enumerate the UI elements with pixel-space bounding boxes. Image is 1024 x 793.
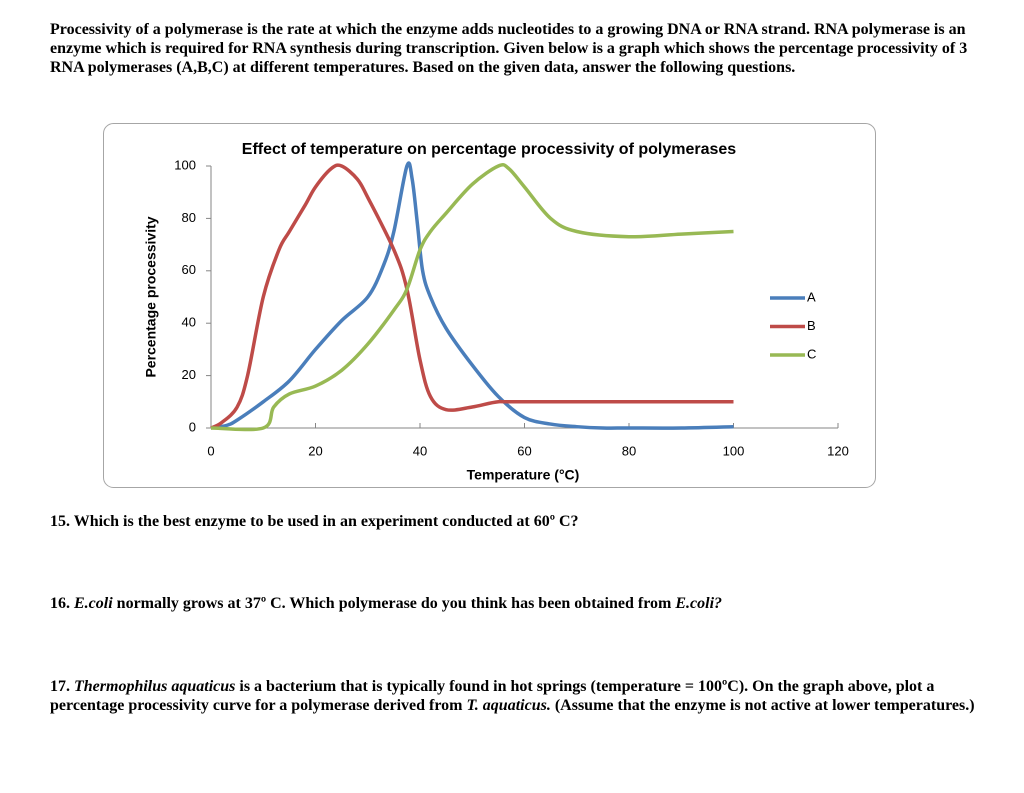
series-line <box>210 163 734 432</box>
y-axis-title: Percentage processivity <box>143 216 159 377</box>
x-tick-label: 0 <box>207 443 214 458</box>
x-axis-title: Temperature (°C) <box>467 467 580 483</box>
x-tick-label: 100 <box>723 443 745 458</box>
y-tick-label: 0 <box>189 419 196 434</box>
x-tick-label: 120 <box>827 443 849 458</box>
chart-frame <box>103 123 876 488</box>
text: 17. <box>50 678 74 695</box>
intro: Processivity of a polymerase is the rate… <box>50 21 968 76</box>
x-tick-label: 20 <box>308 443 322 458</box>
text: T. aquaticus. <box>466 697 551 714</box>
y-tick-label: 60 <box>182 262 196 277</box>
text: (Assume that the enzyme is not active at… <box>550 697 975 714</box>
text: is a bacterium that is typically found i… <box>50 678 935 714</box>
legend-label: B <box>807 318 816 333</box>
legend-label: A <box>807 289 816 304</box>
y-tick-label: 20 <box>182 367 196 382</box>
text: 16. <box>50 595 74 612</box>
text: Thermophilus aquaticus <box>74 678 236 695</box>
question-17: 17. Thermophilus aquaticus is a bacteriu… <box>50 677 990 715</box>
question-15: 15. Which is the best enzyme to be used … <box>50 513 579 530</box>
series-line <box>210 161 734 430</box>
x-tick-label: 40 <box>413 443 427 458</box>
y-tick-label: 40 <box>182 315 196 330</box>
x-tick-label: 80 <box>622 443 636 458</box>
series-line <box>210 163 734 430</box>
chart-title: Effect of temperature on percentage proc… <box>242 141 736 158</box>
text: E.coli? <box>675 595 723 612</box>
x-tick-label: 60 <box>517 443 531 458</box>
question-16: 16. E.coli normally grows at 37º C. Whic… <box>50 594 990 613</box>
y-tick-label: 80 <box>182 210 196 225</box>
text: E.coli <box>74 595 113 612</box>
legend-label: C <box>807 346 816 361</box>
text: normally grows at 37º C. Which polymeras… <box>112 595 676 612</box>
y-tick-label: 100 <box>174 157 196 172</box>
